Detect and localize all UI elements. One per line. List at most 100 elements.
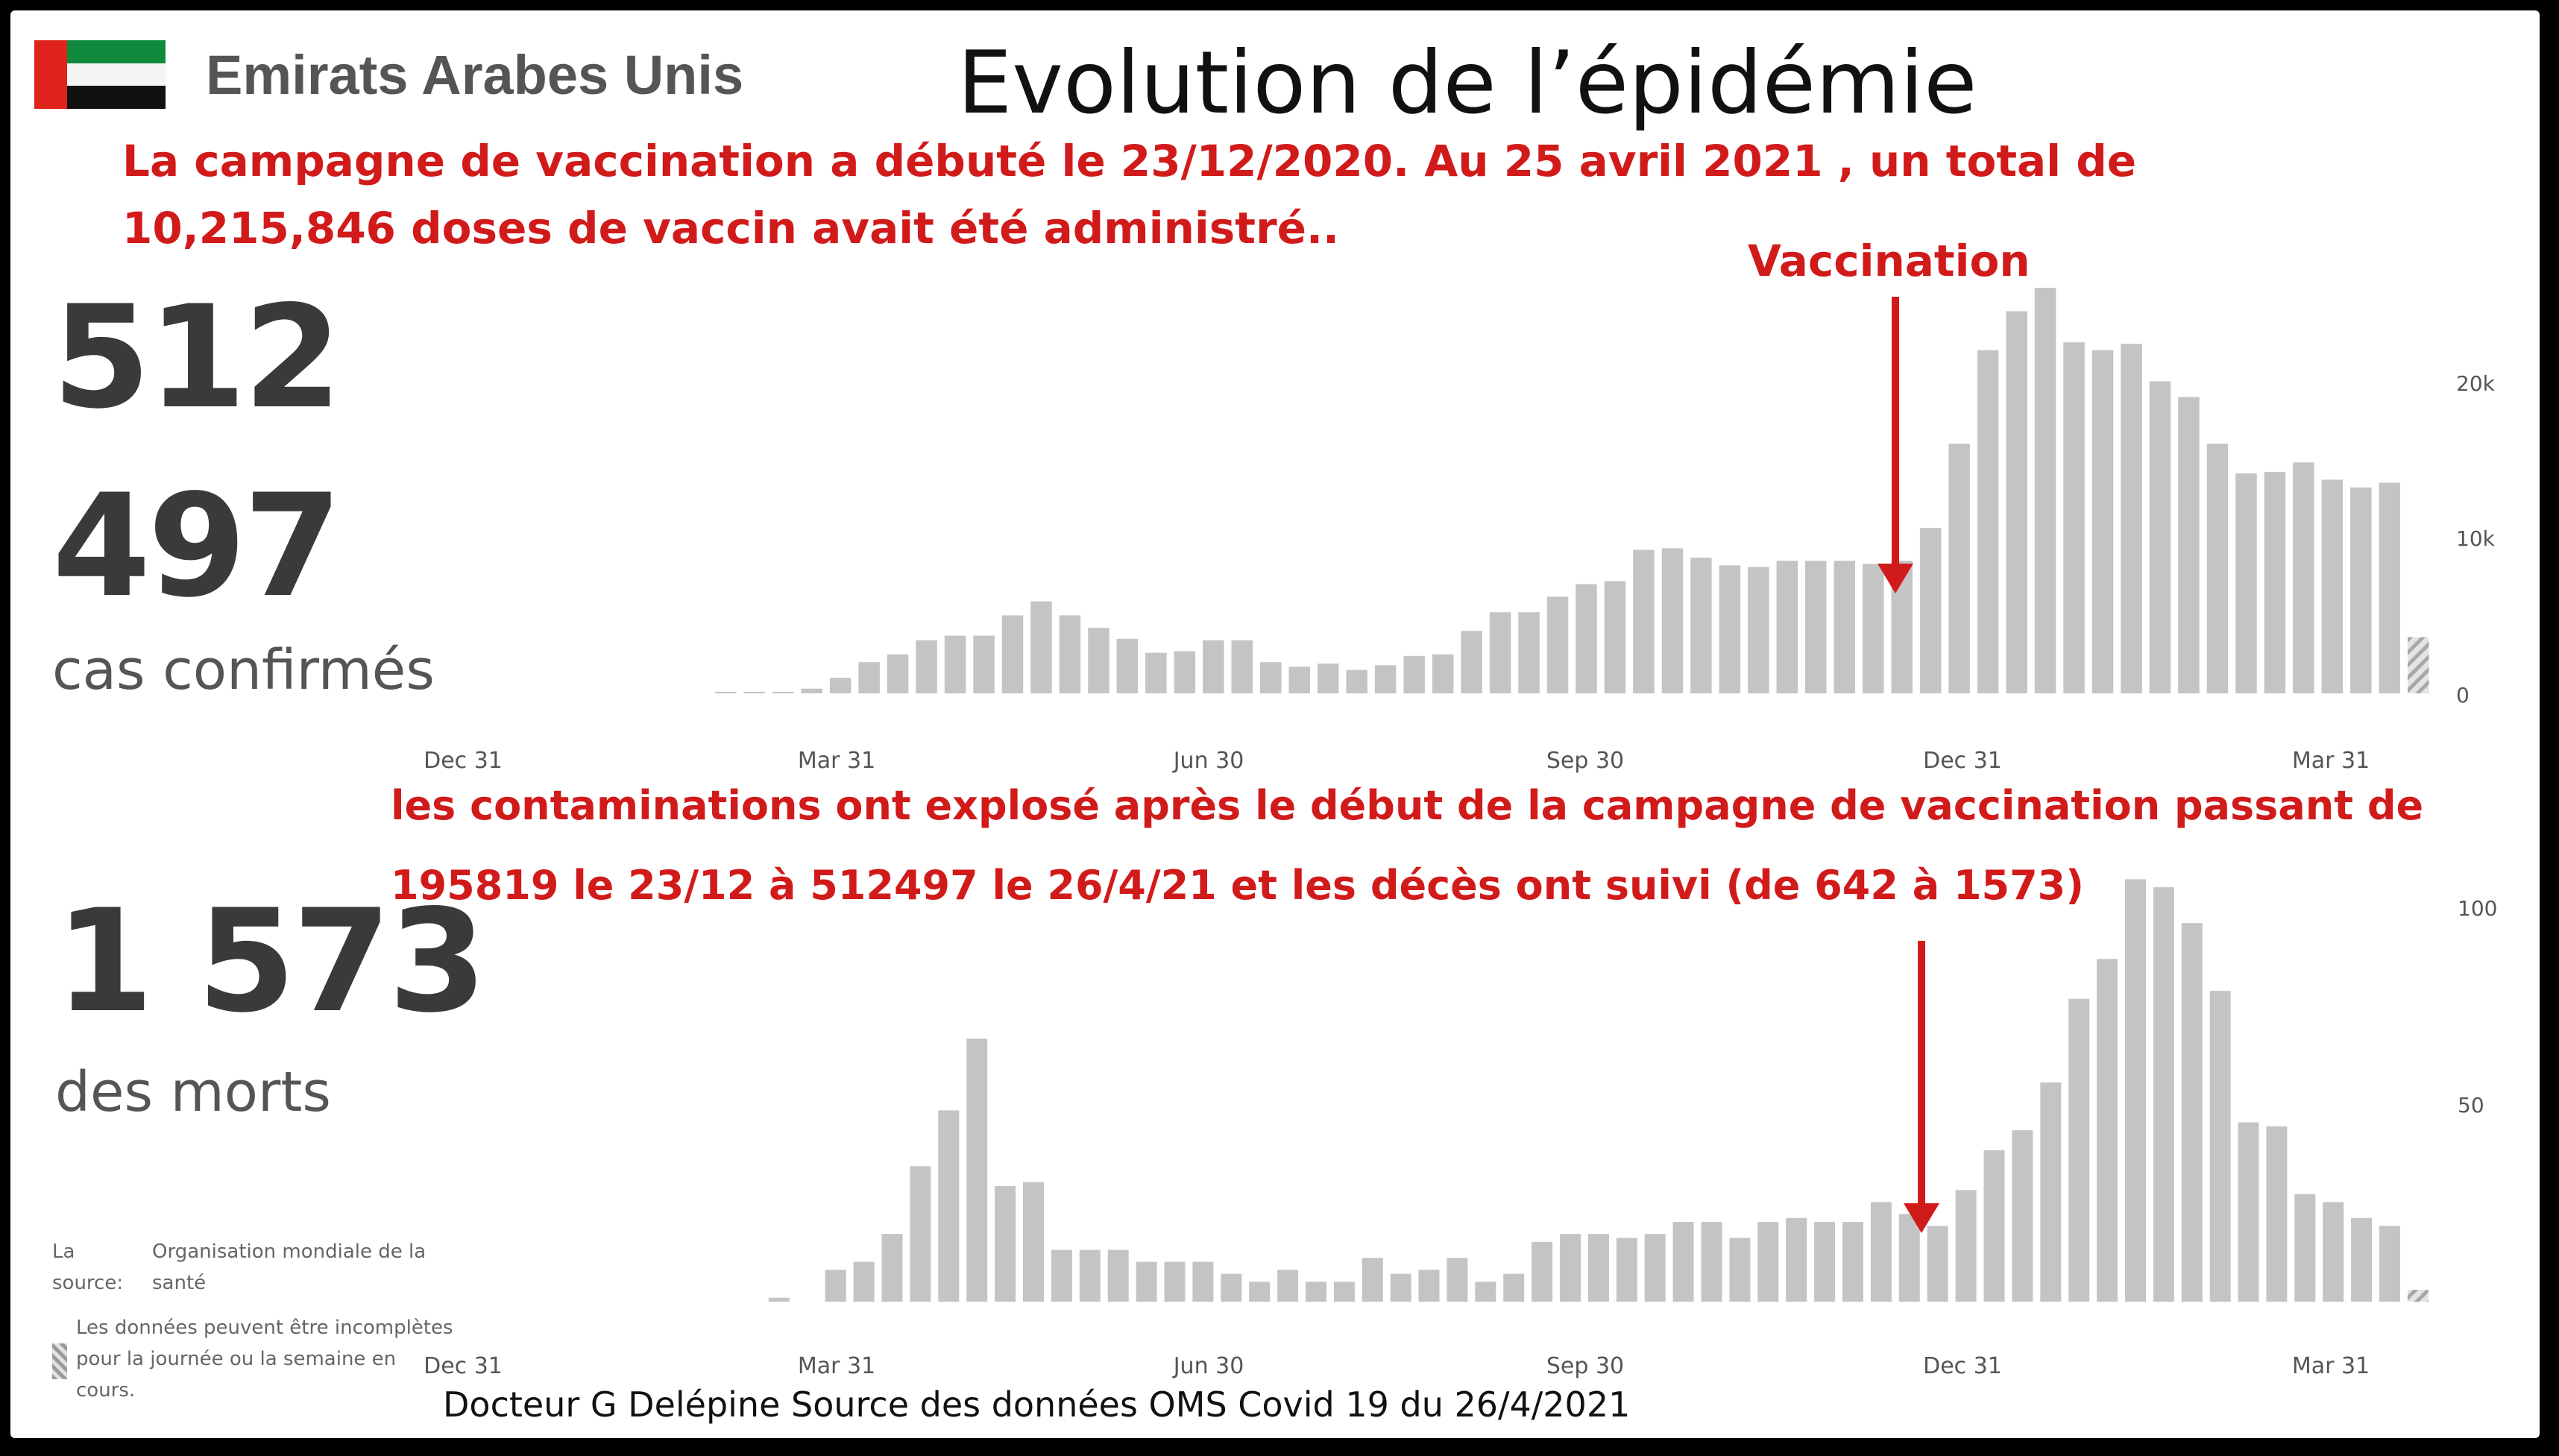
y-tick-label: 10k (2456, 526, 2496, 551)
bar (1863, 564, 1884, 693)
bar (1231, 640, 1253, 693)
bar (2006, 311, 2027, 693)
page-title: Evolution de l’épidémie (957, 33, 1977, 133)
bar (825, 1270, 846, 1302)
bar (1546, 596, 1569, 693)
bar (2091, 350, 2114, 693)
bar (2121, 344, 2142, 693)
bar (1786, 1217, 1807, 1302)
deaths-count: 1 573 (55, 879, 487, 1044)
source-label-1: La (52, 1241, 75, 1263)
disclaimer-line-1: Les données peuvent être incomplètes (76, 1317, 453, 1339)
deaths-arrow-head (1904, 1203, 1939, 1233)
x-tick-label: Sep 30 (1546, 1353, 1624, 1379)
bar (743, 691, 765, 693)
x-tick-label: Jun 30 (1172, 1353, 1244, 1379)
disclaimer-line-3: cours. (76, 1379, 136, 1402)
bar (1977, 350, 1999, 693)
bar (1432, 654, 1454, 693)
bar (1690, 558, 1712, 693)
deaths-arrow-shaft (1918, 941, 1925, 1208)
x-tick-label: Sep 30 (1546, 748, 1624, 774)
bar (2012, 1130, 2033, 1302)
disclaimer-line-2: pour la journée ou la semaine en (76, 1348, 397, 1370)
bar (1461, 631, 1482, 693)
x-tick-label: Jun 30 (1172, 748, 1244, 774)
bar (2153, 887, 2174, 1302)
deaths-note-line-2: 195819 le 23/12 à 512497 le 26/4/21 et l… (391, 862, 2084, 909)
x-tick-label: Dec 31 (424, 1353, 503, 1379)
deaths-chart: Dec 31 Mar 31 Jun 30 Sep 30 Dec 31 Mar 31 100 5… (424, 879, 2497, 1379)
bar (1701, 1222, 1722, 1302)
bar (2264, 471, 2286, 693)
bar (1192, 1261, 1214, 1302)
bar (2097, 959, 2118, 1302)
bar (829, 678, 852, 693)
bar (715, 691, 737, 693)
bar (1814, 1222, 1836, 1302)
bar (1805, 561, 1827, 693)
bar (2235, 473, 2257, 693)
bar (887, 654, 909, 693)
y-tick-label: 50 (2458, 1093, 2484, 1118)
bar (1221, 1273, 1242, 1302)
bar (1418, 1270, 1440, 1302)
bar (1757, 1222, 1779, 1302)
bar (1374, 665, 1397, 693)
bar (2181, 923, 2203, 1302)
bar (1489, 612, 1511, 693)
partial-week-bar (2408, 637, 2429, 693)
vaccination-note-line-2: 10,215,846 doses de vaccin avait été adm… (122, 203, 1340, 253)
bar (1174, 651, 1196, 693)
bar (1088, 628, 1109, 693)
bar (1560, 1234, 1581, 1302)
bar (2238, 1122, 2259, 1302)
country-name: Emirats Arabes Unis (206, 44, 744, 106)
bar (1576, 584, 1597, 693)
bar (1249, 1282, 1271, 1302)
cases-chart: Dec 31 Mar 31 Jun 30 Sep 30 Dec 31 Mar 31 20k 1… (424, 288, 2496, 774)
bar (772, 691, 794, 693)
bar (2379, 482, 2400, 693)
vaccination-arrow-head (1877, 564, 1913, 593)
bar (1955, 1190, 1977, 1302)
bar (1898, 1214, 1920, 1302)
source-org-1: Organisation mondiale de la (152, 1241, 426, 1263)
bar (1927, 1226, 1948, 1302)
x-tick-label: Mar 31 (2292, 748, 2370, 774)
bar (1346, 669, 1367, 693)
bar (938, 1110, 960, 1302)
bar (1672, 1222, 1694, 1302)
vaccination-label: Vaccination (1748, 236, 2030, 286)
bar (1503, 1273, 1525, 1302)
x-tick-label: Dec 31 (1923, 748, 2002, 774)
bar (1633, 549, 1655, 693)
y-tick-label: 100 (2458, 896, 2497, 921)
bar (1729, 1238, 1751, 1302)
bar (1616, 1238, 1637, 1302)
bar (1030, 601, 1052, 693)
bar (881, 1234, 903, 1302)
bar (995, 1186, 1016, 1302)
bar (1834, 561, 1855, 693)
bar (1059, 615, 1081, 693)
bar (2209, 991, 2231, 1302)
bar (2351, 1217, 2373, 1302)
bar (916, 640, 937, 693)
vaccination-note-line-1: La campagne de vaccination a débuté le 2… (122, 136, 2137, 186)
bar (2034, 288, 2056, 693)
vaccination-arrow-shaft (1892, 297, 1899, 568)
bar (2379, 1226, 2400, 1302)
cases-count-line-1: 512 (52, 275, 342, 440)
deaths-label: des morts (55, 1060, 331, 1124)
bar (1318, 664, 1339, 693)
bar (768, 1297, 790, 1302)
bar (2266, 1126, 2288, 1302)
bar (2206, 444, 2229, 693)
y-tick-label: 0 (2456, 683, 2470, 707)
bar (944, 635, 966, 693)
bar (2068, 998, 2090, 1302)
bar (2149, 381, 2171, 693)
partial-week-bar (2407, 1290, 2429, 1302)
bar (1447, 1258, 1468, 1302)
